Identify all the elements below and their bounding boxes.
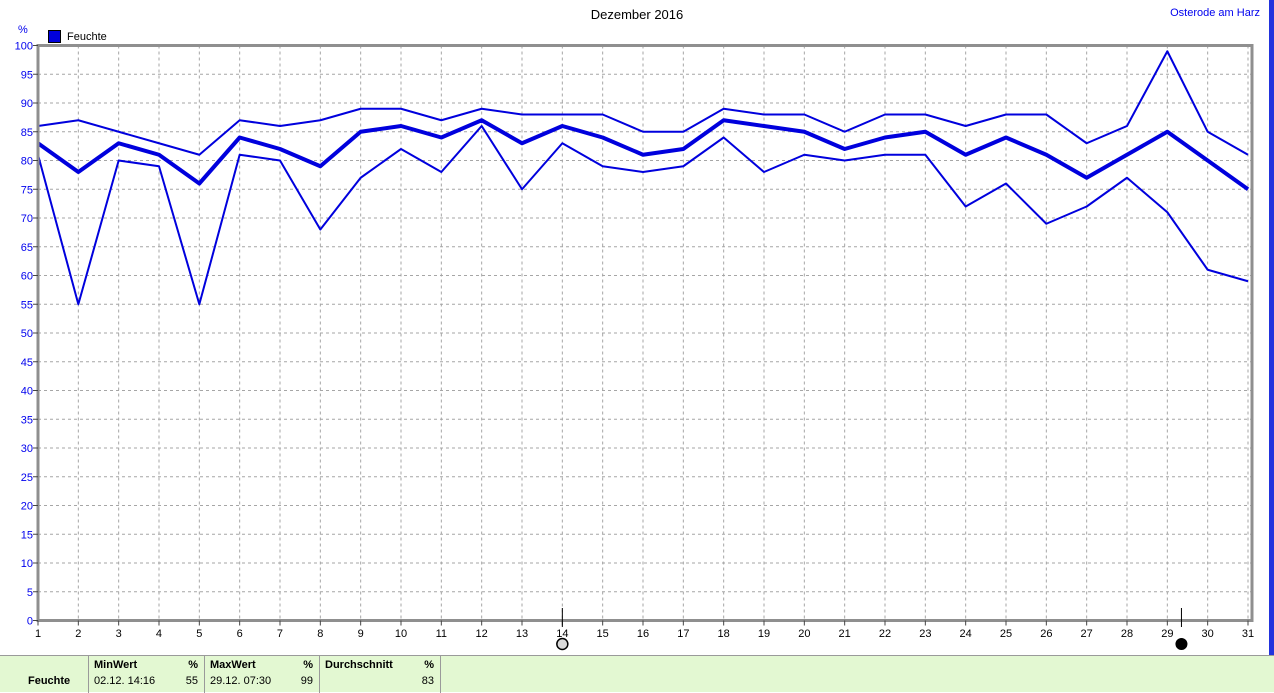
window-edge-bar	[1269, 0, 1274, 692]
series-line-avg	[36, 118, 1250, 191]
summary-divider	[204, 656, 205, 693]
y-tick-label: 25	[21, 472, 33, 484]
x-tick-label: 4	[156, 628, 162, 640]
x-tick-label: 3	[116, 628, 122, 640]
x-tick-label: 31	[1242, 628, 1254, 640]
summary-bar: Feuchte MinWert % 02.12. 14:16 55 MaxWer…	[0, 655, 1274, 693]
durchschnitt-header: Durchschnitt	[325, 659, 393, 671]
humidity-chart: 1 2 3 4 5 6 7 8 9 10 11 12 13 14 15 16 17 18 19 20 21 22 23 24 2…	[15, 41, 1254, 651]
summary-divider	[319, 656, 320, 693]
summary-cell-maxwert: MaxWert % 29.12. 07:30 99	[205, 656, 319, 693]
x-tick-label: 28	[1121, 628, 1133, 640]
x-tick-label: 7	[277, 628, 283, 640]
durchschnitt-unit: %	[424, 659, 434, 671]
legend-label: Feuchte	[67, 30, 107, 43]
maxwert-header: MaxWert	[210, 659, 256, 671]
x-tick-label: 11	[436, 628, 447, 640]
y-tick-label: 55	[21, 299, 33, 311]
legend: Feuchte	[48, 30, 107, 43]
y-tick-label: 50	[21, 328, 33, 340]
y-tick-label: 100	[15, 41, 33, 53]
y-tick-label: 20	[21, 501, 33, 513]
x-tick-label: 14	[556, 628, 568, 640]
x-tick-label: 17	[677, 628, 689, 640]
y-tick-label: 70	[21, 213, 33, 225]
x-tick-label: 21	[839, 628, 851, 640]
chart-title: Dezember 2016	[590, 7, 684, 22]
x-tick-label: 19	[758, 628, 770, 640]
x-tick-label: 22	[879, 628, 891, 640]
series-line-min	[37, 125, 1249, 306]
x-tick-label: 13	[516, 628, 528, 640]
y-tick-label: 5	[27, 587, 33, 599]
x-tick-label: 29	[1161, 628, 1173, 640]
x-tick-label: 5	[196, 628, 202, 640]
summary-row-label: Feuchte	[28, 675, 71, 687]
x-tick-label: 9	[358, 628, 364, 640]
full-moon-icon	[556, 637, 569, 651]
y-tick-label: 80	[21, 156, 33, 168]
x-tick-label: 23	[919, 628, 931, 640]
x-tick-label: 16	[637, 628, 649, 640]
y-tick-label: 60	[21, 271, 33, 283]
y-tick-label: 75	[21, 184, 33, 196]
x-tick-label: 30	[1202, 628, 1214, 640]
legend-color-swatch	[48, 30, 61, 43]
x-tick-label: 2	[75, 628, 81, 640]
durchschnitt-value: 83	[421, 675, 434, 687]
summary-divider	[88, 656, 89, 693]
x-tick-label: 24	[960, 628, 972, 640]
minwert-header: MinWert	[94, 659, 138, 671]
minwert-datetime: 02.12. 14:16	[94, 675, 156, 687]
y-tick-label: 45	[21, 357, 33, 369]
maxwert-datetime: 29.12. 07:30	[210, 675, 272, 687]
minwert-value: 55	[185, 675, 198, 687]
x-tick-label: 18	[718, 628, 730, 640]
x-tick-label: 15	[597, 628, 609, 640]
summary-cell-minwert: MinWert % 02.12. 14:16 55	[89, 656, 204, 693]
y-tick-label: 95	[21, 69, 33, 81]
y-tick-label: 65	[21, 242, 33, 254]
maxwert-unit: %	[303, 659, 313, 671]
y-tick-label: 90	[21, 98, 33, 110]
maxwert-value: 99	[300, 675, 313, 687]
y-tick-label: 85	[21, 127, 33, 139]
y-tick-label: 35	[21, 414, 33, 426]
x-tick-label: 20	[798, 628, 810, 640]
x-tick-label: 12	[476, 628, 488, 640]
summary-divider	[440, 656, 441, 693]
new-moon-icon	[1175, 638, 1188, 650]
x-tick-label: 6	[237, 628, 243, 640]
summary-cell-durchschnitt: Durchschnitt % 83	[320, 656, 440, 693]
y-tick-label: 0	[27, 616, 33, 628]
x-tick-label: 26	[1040, 628, 1052, 640]
x-tick-label: 8	[317, 628, 323, 640]
y-tick-label: 15	[21, 529, 33, 541]
x-tick-label: 27	[1081, 628, 1093, 640]
y-tick-label: 10	[21, 558, 33, 570]
y-tick-label: 30	[21, 443, 33, 455]
minwert-unit: %	[188, 659, 198, 671]
x-tick-label: 10	[395, 628, 407, 640]
y-tick-label: 40	[21, 386, 33, 398]
x-tick-label: 25	[1000, 628, 1012, 640]
station-link[interactable]: Osterode am Harz	[1170, 7, 1260, 19]
series-line-max	[37, 50, 1249, 156]
x-tick-label: 1	[35, 628, 41, 640]
y-axis-unit-label: %	[18, 24, 28, 36]
